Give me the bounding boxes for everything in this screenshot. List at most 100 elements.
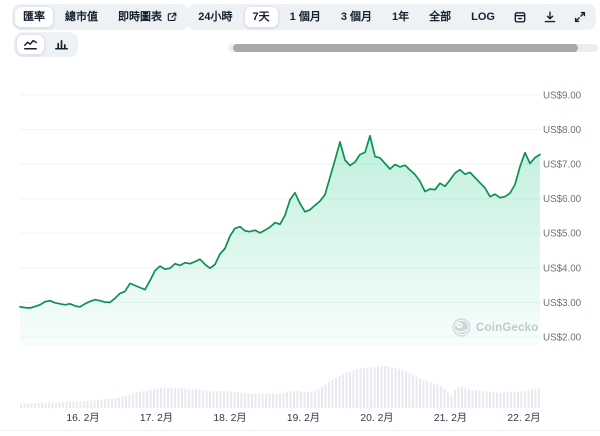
x-axis-label: 17. 2月 (140, 412, 173, 424)
log-scale-button[interactable]: LOG (462, 6, 504, 28)
volume-bar (338, 376, 341, 408)
volume-bar (440, 386, 442, 408)
volume-bar (167, 388, 169, 408)
volume-bar (482, 391, 484, 408)
tab-market-cap-label: 總市值 (65, 11, 98, 23)
volume-bar (62, 402, 64, 408)
fullscreen-button[interactable] (566, 6, 594, 28)
volume-bar (202, 390, 204, 408)
volume-bar (254, 394, 257, 408)
volume-bar (139, 391, 141, 408)
download-chart-button[interactable] (536, 6, 564, 28)
tab-price[interactable]: 匯率 (14, 6, 54, 28)
volume-bar (520, 391, 523, 408)
volume-bar (443, 388, 446, 408)
x-axis-label: 18. 2月 (213, 412, 246, 424)
volume-bar (387, 366, 390, 408)
download-icon (544, 11, 556, 23)
x-axis-label: 16. 2月 (66, 412, 99, 424)
volume-bar (258, 393, 260, 408)
volume-bar (251, 393, 253, 408)
volume-bar (524, 390, 526, 408)
volume-bar (475, 390, 477, 408)
bar-chart-type-button[interactable] (47, 34, 76, 55)
volume-bar (146, 390, 148, 408)
volume-bar (174, 388, 176, 408)
volume-bar (142, 391, 145, 408)
range-controls: 24小時 7天 1 個月 3 個月 1年 全部 LOG (187, 4, 596, 30)
volume-bar (436, 384, 439, 408)
volume-bar (310, 391, 313, 408)
range-1m-button[interactable]: 1 個月 (281, 6, 330, 28)
chart-zoom-scrollbar[interactable] (228, 44, 598, 52)
volume-bar (191, 389, 194, 408)
volume-bar (300, 391, 302, 408)
bar-chart-icon (55, 39, 68, 50)
volume-bar (293, 391, 295, 408)
volume-bar (380, 366, 383, 408)
range-24h-label: 24小時 (198, 11, 233, 23)
volume-bar (118, 397, 120, 408)
volume-bar (219, 390, 222, 408)
volume-bar (149, 389, 152, 408)
volume-bar (377, 366, 379, 408)
volume-bar (216, 391, 218, 408)
volume-bar (534, 388, 537, 408)
volume-bar (205, 390, 208, 408)
volume-bar (506, 392, 509, 408)
volume-bar (132, 393, 134, 408)
y-axis-label: US$6.00 (543, 194, 582, 205)
volume-bar (41, 402, 43, 408)
volume-bar (447, 392, 449, 408)
y-axis-label: US$9.00 (543, 90, 582, 101)
volume-bar (268, 393, 271, 408)
volume-bar (121, 396, 124, 408)
volume-bar (34, 403, 36, 408)
volume-bar (415, 376, 418, 408)
scrollbar-thumb[interactable] (233, 44, 578, 52)
volume-bar (384, 366, 386, 408)
volume-bar (450, 396, 453, 408)
volume-bar (237, 392, 239, 408)
volume-bar (471, 390, 474, 408)
volume-bar (349, 371, 351, 408)
line-chart-icon (24, 39, 37, 50)
x-axis-label: 20. 2月 (360, 412, 393, 424)
tab-market-cap[interactable]: 總市值 (56, 6, 107, 28)
volume-bar (27, 403, 29, 408)
volume-bar (517, 391, 519, 408)
range-1y-button[interactable]: 1年 (383, 6, 418, 28)
volume-bar (177, 388, 180, 408)
volume-bar (405, 371, 407, 408)
volume-bar (209, 390, 211, 408)
line-chart-type-button[interactable] (16, 34, 45, 55)
y-axis-label: US$8.00 (543, 125, 582, 136)
volume-bar (503, 392, 505, 408)
range-24h-button[interactable]: 24小時 (189, 6, 241, 28)
tab-tradingview-chart[interactable]: 即時圖表 (109, 6, 187, 28)
date-range-picker-button[interactable] (506, 6, 534, 28)
log-scale-label: LOG (471, 11, 495, 23)
volume-bar (408, 372, 411, 408)
x-axis-label: 22. 2月 (507, 412, 540, 424)
volume-bar (272, 393, 274, 408)
volume-bar (324, 384, 327, 408)
volume-bar (184, 388, 187, 408)
volume-bar (226, 391, 229, 408)
range-3m-button[interactable]: 3 個月 (332, 6, 381, 28)
volume-bar (240, 392, 243, 408)
y-axis-label: US$2.00 (543, 332, 582, 343)
range-7d-button[interactable]: 7天 (243, 6, 279, 28)
volume-bar (496, 392, 498, 408)
volume-bar (275, 394, 278, 408)
volume-bar (331, 379, 334, 408)
volume-bar (422, 379, 425, 408)
range-all-button[interactable]: 全部 (420, 6, 460, 28)
volume-bar (359, 368, 362, 408)
price-line (19, 134, 541, 309)
volume-bar (170, 388, 173, 408)
volume-bar (394, 367, 397, 408)
tab-price-label: 匯率 (23, 11, 45, 23)
volume-bar (303, 392, 306, 408)
